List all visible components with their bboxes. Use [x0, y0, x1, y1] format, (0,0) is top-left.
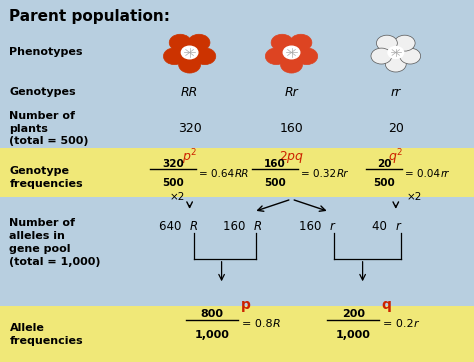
Text: 320: 320 — [178, 122, 201, 135]
Circle shape — [164, 48, 185, 65]
Text: 40: 40 — [373, 220, 391, 233]
Text: r: r — [414, 319, 419, 329]
Circle shape — [281, 56, 302, 73]
Circle shape — [194, 48, 216, 65]
Circle shape — [188, 34, 210, 51]
Text: = 0.2: = 0.2 — [383, 319, 417, 329]
Circle shape — [182, 46, 198, 59]
Text: = 0.32: = 0.32 — [301, 169, 339, 179]
Text: ×2: ×2 — [170, 192, 185, 202]
Text: RR: RR — [181, 86, 198, 99]
Circle shape — [271, 34, 293, 51]
Circle shape — [394, 35, 415, 51]
Text: 160: 160 — [264, 159, 286, 169]
Text: 1,000: 1,000 — [195, 330, 229, 340]
Text: = 0.64: = 0.64 — [199, 169, 237, 179]
Circle shape — [388, 47, 403, 59]
Text: $2pq$: $2pq$ — [279, 150, 304, 165]
Text: 500: 500 — [373, 178, 395, 189]
Text: $q^2$: $q^2$ — [388, 148, 403, 167]
Text: ×2: ×2 — [407, 192, 422, 202]
Text: 160: 160 — [299, 220, 325, 233]
Text: R: R — [254, 220, 262, 233]
Circle shape — [296, 48, 318, 65]
FancyBboxPatch shape — [0, 148, 474, 197]
Circle shape — [385, 56, 406, 72]
Text: 500: 500 — [264, 178, 286, 189]
Circle shape — [376, 35, 397, 51]
Text: 500: 500 — [162, 178, 184, 189]
Text: 640: 640 — [159, 220, 185, 233]
Text: 160: 160 — [223, 220, 249, 233]
Text: rr: rr — [391, 86, 401, 99]
Text: Parent population:: Parent population: — [9, 9, 171, 24]
Text: R: R — [273, 319, 281, 329]
Text: = 0.8: = 0.8 — [242, 319, 275, 329]
Text: $p^2$: $p^2$ — [182, 148, 197, 167]
Text: 20: 20 — [377, 159, 391, 169]
Text: 20: 20 — [388, 122, 404, 135]
Text: Phenotypes: Phenotypes — [9, 47, 83, 58]
Circle shape — [371, 48, 392, 64]
Text: Rr: Rr — [284, 86, 299, 99]
Text: RR: RR — [235, 169, 249, 179]
Circle shape — [179, 56, 201, 73]
Circle shape — [283, 46, 300, 59]
Text: rr: rr — [441, 169, 449, 179]
FancyBboxPatch shape — [0, 306, 474, 362]
Text: Genotypes: Genotypes — [9, 87, 76, 97]
Text: Genotype
frequencies: Genotype frequencies — [9, 166, 83, 189]
Text: Rr: Rr — [337, 169, 348, 179]
Text: 800: 800 — [201, 308, 224, 319]
Circle shape — [400, 48, 420, 64]
Circle shape — [169, 34, 191, 51]
Text: r: r — [396, 220, 401, 233]
Text: r: r — [329, 220, 334, 233]
Text: Number of
alleles in
gene pool
(total = 1,000): Number of alleles in gene pool (total = … — [9, 218, 101, 267]
Circle shape — [290, 34, 312, 51]
Text: 320: 320 — [162, 159, 184, 169]
Circle shape — [265, 48, 287, 65]
Text: Allele
frequencies: Allele frequencies — [9, 324, 83, 346]
Text: 1,000: 1,000 — [336, 330, 371, 340]
Text: q: q — [382, 298, 392, 312]
Text: R: R — [190, 220, 198, 233]
Text: = 0.04: = 0.04 — [405, 169, 444, 179]
Text: 200: 200 — [342, 308, 365, 319]
Text: Number of
plants
(total = 500): Number of plants (total = 500) — [9, 111, 89, 146]
Text: p: p — [241, 298, 250, 312]
Text: 160: 160 — [280, 122, 303, 135]
